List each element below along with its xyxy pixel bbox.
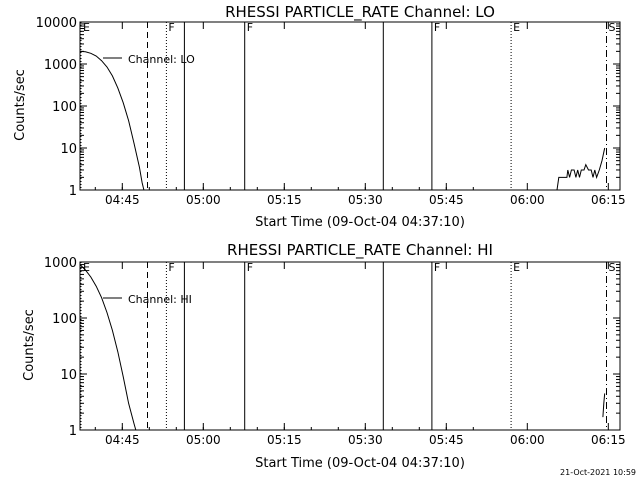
x-tick-label: 04:45 bbox=[105, 433, 140, 447]
x-tick-label: 06:15 bbox=[591, 193, 626, 207]
x-axis-label: Start Time (09-Oct-04 04:37:10) bbox=[255, 456, 465, 471]
y-tick-label: 1000 bbox=[44, 256, 77, 271]
y-axis-label: Counts/sec bbox=[22, 309, 37, 381]
series-line bbox=[79, 264, 137, 431]
x-tick-label: 06:00 bbox=[510, 433, 545, 447]
event-marker-label: S bbox=[609, 261, 616, 274]
y-tick-label: 10 bbox=[60, 368, 77, 383]
plot-frame bbox=[79, 261, 621, 431]
chart-title: RHESSI PARTICLE_RATE Channel: LO bbox=[225, 3, 495, 22]
series-line bbox=[79, 50, 145, 191]
chart-title: RHESSI PARTICLE_RATE Channel: HI bbox=[227, 241, 493, 260]
x-axis-label: Start Time (09-Oct-04 04:37:10) bbox=[255, 215, 465, 230]
y-tick-label: 100 bbox=[52, 100, 77, 115]
event-marker-label: E bbox=[83, 261, 90, 274]
event-marker-label: F bbox=[434, 21, 440, 34]
x-tick-label: 05:45 bbox=[429, 433, 464, 447]
y-tick-label: 1 bbox=[69, 184, 77, 199]
tick-group: 04:45 05:00 05:15 05:30 05:45 06:00 06:15 1 10 10… bbox=[44, 256, 626, 447]
event-marker-label: E bbox=[83, 21, 90, 34]
y-axis-label: Counts/sec bbox=[13, 69, 28, 141]
x-tick-label: 06:00 bbox=[510, 193, 545, 207]
legend: Channel: HI bbox=[103, 293, 192, 306]
event-marker-label: E bbox=[513, 21, 520, 34]
series-group bbox=[79, 50, 606, 191]
x-tick-label: 05:15 bbox=[267, 433, 302, 447]
legend-label: Channel: HI bbox=[128, 293, 192, 306]
y-tick-label: 1000 bbox=[44, 58, 77, 73]
y-tick-label: 1 bbox=[69, 424, 77, 439]
series-line bbox=[556, 147, 606, 191]
chart-panel-lo: RHESSI PARTICLE_RATE Channel: LO Counts/… bbox=[13, 3, 626, 230]
x-tick-label: 06:15 bbox=[591, 433, 626, 447]
event-marker-label: E bbox=[513, 261, 520, 274]
y-tick-label: 10000 bbox=[36, 16, 77, 31]
chart-panel-hi: RHESSI PARTICLE_RATE Channel: HI Counts/… bbox=[22, 241, 626, 471]
event-marker-label: F bbox=[168, 261, 174, 274]
series-group bbox=[79, 264, 606, 431]
x-tick-label: 05:00 bbox=[186, 433, 221, 447]
legend-label: Channel: LO bbox=[128, 53, 195, 66]
event-marker-label: F bbox=[168, 21, 174, 34]
tick-group: 04:45 05:00 05:15 05:30 05:45 06:00 06:15 1 10 10… bbox=[36, 16, 626, 207]
event-marker-label: F bbox=[247, 21, 253, 34]
x-tick-label: 05:15 bbox=[267, 193, 302, 207]
event-marker-label: S bbox=[609, 21, 616, 34]
y-tick-label: 10 bbox=[60, 142, 77, 157]
x-tick-label: 05:30 bbox=[348, 193, 383, 207]
series-line bbox=[602, 393, 606, 418]
x-tick-label: 04:45 bbox=[105, 193, 140, 207]
y-tick-label: 100 bbox=[52, 312, 77, 327]
legend: Channel: LO bbox=[103, 53, 195, 66]
event-marker-label: F bbox=[434, 261, 440, 274]
timestamp-stamp: 21-Oct-2021 10:59 bbox=[560, 468, 636, 477]
x-tick-label: 05:45 bbox=[429, 193, 464, 207]
event-marker-label: F bbox=[247, 261, 253, 274]
x-tick-label: 05:00 bbox=[186, 193, 221, 207]
x-tick-label: 05:30 bbox=[348, 433, 383, 447]
